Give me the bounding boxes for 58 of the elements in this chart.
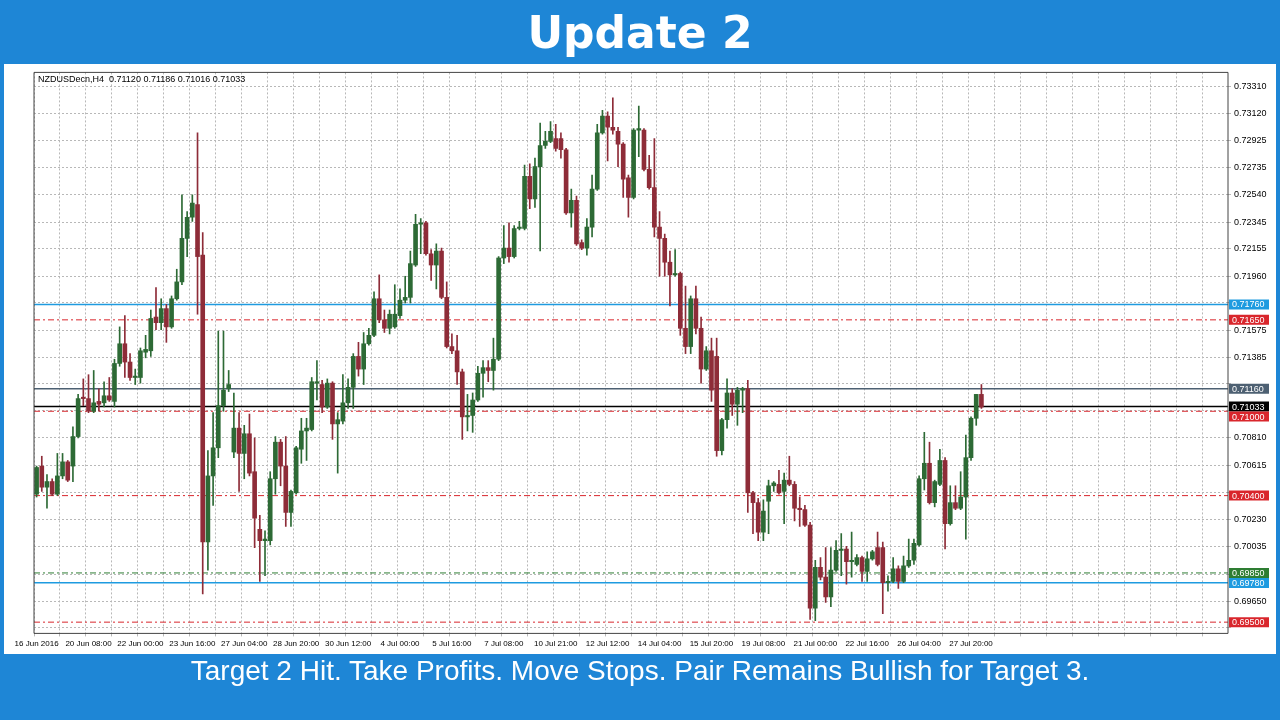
ref-line-label: 0.69850 xyxy=(1232,567,1265,578)
chart-title: Update 2 xyxy=(526,5,754,60)
candlestick xyxy=(485,360,491,383)
candlestick xyxy=(501,225,507,264)
ref-line-label: 0.69780 xyxy=(1232,577,1265,588)
ref-line-label: 0.71033 xyxy=(1232,401,1265,412)
x-tick-label: 27 Jun 04:00 xyxy=(221,639,268,649)
x-tick-label: 26 Jul 04:00 xyxy=(897,639,942,649)
x-tick-label: 19 Jul 08:00 xyxy=(741,639,786,649)
chart-subtitle: NZDUSDecn,H4 0.71120 0.71186 0.71016 0.71033 xyxy=(38,74,246,85)
ref-line-label: 0.70400 xyxy=(1232,490,1265,501)
candlestick xyxy=(226,370,231,392)
y-tick-label: 0.71575 xyxy=(1234,324,1267,335)
x-tick-label: 12 Jul 12:00 xyxy=(585,639,630,649)
x-tick-label: 30 Jun 12:00 xyxy=(324,639,372,649)
y-tick-label: 0.72925 xyxy=(1234,135,1267,146)
y-tick-label: 0.70615 xyxy=(1234,459,1267,470)
y-tick-label: 0.71960 xyxy=(1234,270,1267,281)
ref-line-label: 0.71650 xyxy=(1232,314,1265,325)
x-tick-label: 20 Jun 08:00 xyxy=(65,639,113,649)
x-tick-label: 15 Jul 20:00 xyxy=(689,639,734,649)
x-tick-label: 22 Jun 00:00 xyxy=(117,639,165,649)
candlestick xyxy=(106,377,112,402)
x-tick-label: 27 Jul 20:00 xyxy=(949,639,994,649)
y-tick-label: 0.72540 xyxy=(1234,189,1267,200)
ref-line-label: 0.71760 xyxy=(1232,299,1265,310)
candlestick xyxy=(636,105,642,158)
x-tick-label: 7 Jul 08:00 xyxy=(484,639,524,649)
x-tick-label: 28 Jun 20:00 xyxy=(273,639,320,649)
y-tick-label: 0.72155 xyxy=(1234,243,1267,254)
x-tick-label: 10 Jul 21:00 xyxy=(533,639,579,649)
y-tick-label: 0.69650 xyxy=(1234,595,1267,606)
y-tick-label: 0.73310 xyxy=(1234,80,1267,91)
y-tick-label: 0.70035 xyxy=(1234,541,1267,552)
text: Target 2 Hit. Take Profits. Move Stops. Pair Remains Bullish for Target 3. xyxy=(189,654,1091,688)
x-tick-label: 4 Jul 00:00 xyxy=(380,639,421,649)
ref-line-label: 0.71160 xyxy=(1232,383,1264,394)
y-tick-label: 0.70810 xyxy=(1234,432,1267,443)
y-tick-label: 0.73120 xyxy=(1234,107,1267,118)
candlestick xyxy=(480,360,486,398)
x-tick-label: 22 Jul 16:00 xyxy=(845,639,890,649)
x-tick-label: 5 Jul 16:00 xyxy=(432,639,473,649)
candlestick xyxy=(906,538,912,568)
y-tick-label: 0.72735 xyxy=(1234,161,1267,172)
y-tick-label: 0.71385 xyxy=(1234,351,1267,362)
ref-line-label: 0.71000 xyxy=(1232,411,1265,422)
candlestick xyxy=(96,388,102,412)
candlestick xyxy=(838,533,844,577)
x-tick-label: 21 Jul 00:00 xyxy=(793,639,838,649)
x-tick-label: 23 Jun 16:00 xyxy=(169,639,217,649)
candlestick xyxy=(257,514,263,582)
candlestick xyxy=(44,474,50,509)
y-tick-label: 0.72345 xyxy=(1234,216,1267,227)
x-tick-label: 16 Jun 2016 xyxy=(14,639,60,649)
y-tick-label: 0.70230 xyxy=(1234,514,1267,524)
candlestick xyxy=(91,370,97,413)
ref-line-label: 0.69500 xyxy=(1232,617,1265,628)
x-tick-label: 14 Jul 04:00 xyxy=(637,639,682,649)
